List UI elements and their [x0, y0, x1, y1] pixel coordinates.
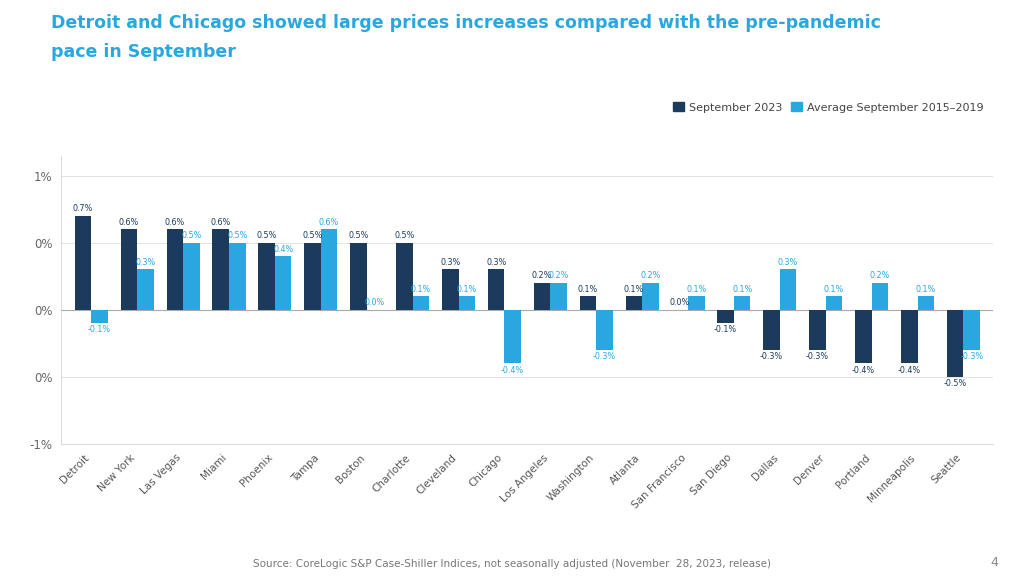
Bar [304, 242, 321, 309]
Text: 0.2%: 0.2% [640, 271, 660, 281]
Text: Source: CoreLogic S&P Case-Shiller Indices, not seasonally adjusted (November  2: Source: CoreLogic S&P Case-Shiller Indic… [253, 559, 771, 569]
Bar [763, 309, 780, 350]
Text: 0.2%: 0.2% [549, 271, 568, 281]
Bar [459, 296, 475, 309]
Bar [413, 296, 429, 309]
Bar [137, 270, 154, 309]
Bar [91, 309, 108, 323]
Bar [718, 309, 734, 323]
Text: 0.6%: 0.6% [318, 218, 339, 227]
Text: 0.5%: 0.5% [181, 231, 202, 240]
Text: -0.3%: -0.3% [961, 352, 983, 361]
Text: 0.3%: 0.3% [486, 258, 506, 267]
Bar [505, 309, 521, 363]
Text: -0.3%: -0.3% [760, 352, 783, 361]
Text: 0.5%: 0.5% [256, 231, 276, 240]
Text: 0.6%: 0.6% [165, 218, 185, 227]
Text: pace in September: pace in September [51, 43, 237, 61]
Bar [580, 296, 596, 309]
Bar [596, 309, 612, 350]
Bar [855, 309, 871, 363]
Text: 0.1%: 0.1% [732, 285, 753, 294]
Text: 0.3%: 0.3% [440, 258, 461, 267]
Bar [825, 296, 843, 309]
Bar [688, 296, 705, 309]
Text: -0.1%: -0.1% [714, 325, 737, 335]
Text: 0.0%: 0.0% [365, 298, 385, 307]
Text: -0.4%: -0.4% [898, 366, 921, 374]
Bar [258, 242, 274, 309]
Text: 0.1%: 0.1% [686, 285, 707, 294]
Text: 0.5%: 0.5% [348, 231, 369, 240]
Bar [75, 216, 91, 309]
Bar [229, 242, 246, 309]
Text: 0.5%: 0.5% [302, 231, 323, 240]
Text: -0.3%: -0.3% [593, 352, 616, 361]
Text: 0.1%: 0.1% [411, 285, 431, 294]
Bar [183, 242, 200, 309]
Text: 0.5%: 0.5% [227, 231, 248, 240]
Text: 0.2%: 0.2% [531, 271, 552, 281]
Legend: September 2023, Average September 2015–2019: September 2023, Average September 2015–2… [669, 98, 988, 117]
Bar [642, 283, 658, 309]
Bar [734, 296, 751, 309]
Bar [964, 309, 980, 350]
Bar [487, 270, 505, 309]
Bar [626, 296, 642, 309]
Text: 0.2%: 0.2% [869, 271, 890, 281]
Text: 0.3%: 0.3% [135, 258, 156, 267]
Bar [901, 309, 918, 363]
Text: 0.6%: 0.6% [211, 218, 230, 227]
Text: -0.3%: -0.3% [806, 352, 829, 361]
Text: 0.5%: 0.5% [394, 231, 415, 240]
Bar [350, 242, 367, 309]
Bar [534, 283, 550, 309]
Text: -0.1%: -0.1% [88, 325, 111, 335]
Text: 0.4%: 0.4% [273, 245, 293, 253]
Bar [167, 229, 183, 309]
Text: -0.4%: -0.4% [852, 366, 874, 374]
Text: 0.1%: 0.1% [578, 285, 598, 294]
Bar [871, 283, 888, 309]
Text: Detroit and Chicago showed large prices increases compared with the pre-pandemic: Detroit and Chicago showed large prices … [51, 14, 881, 32]
Text: 0.1%: 0.1% [457, 285, 477, 294]
Text: 0.1%: 0.1% [915, 285, 936, 294]
Bar [780, 270, 797, 309]
Text: 4: 4 [990, 556, 998, 569]
Bar [809, 309, 825, 350]
Text: 0.1%: 0.1% [824, 285, 844, 294]
Bar [212, 229, 229, 309]
Text: 0.3%: 0.3% [778, 258, 799, 267]
Bar [274, 256, 292, 309]
Text: 0.7%: 0.7% [73, 204, 93, 213]
Bar [947, 309, 964, 377]
Text: -0.5%: -0.5% [943, 379, 967, 388]
Bar [550, 283, 567, 309]
Bar [396, 242, 413, 309]
Bar [918, 296, 934, 309]
Bar [442, 270, 459, 309]
Text: 0.6%: 0.6% [119, 218, 139, 227]
Bar [321, 229, 337, 309]
Text: 0.0%: 0.0% [670, 298, 690, 307]
Text: -0.4%: -0.4% [501, 366, 524, 374]
Bar [121, 229, 137, 309]
Text: 0.1%: 0.1% [624, 285, 644, 294]
